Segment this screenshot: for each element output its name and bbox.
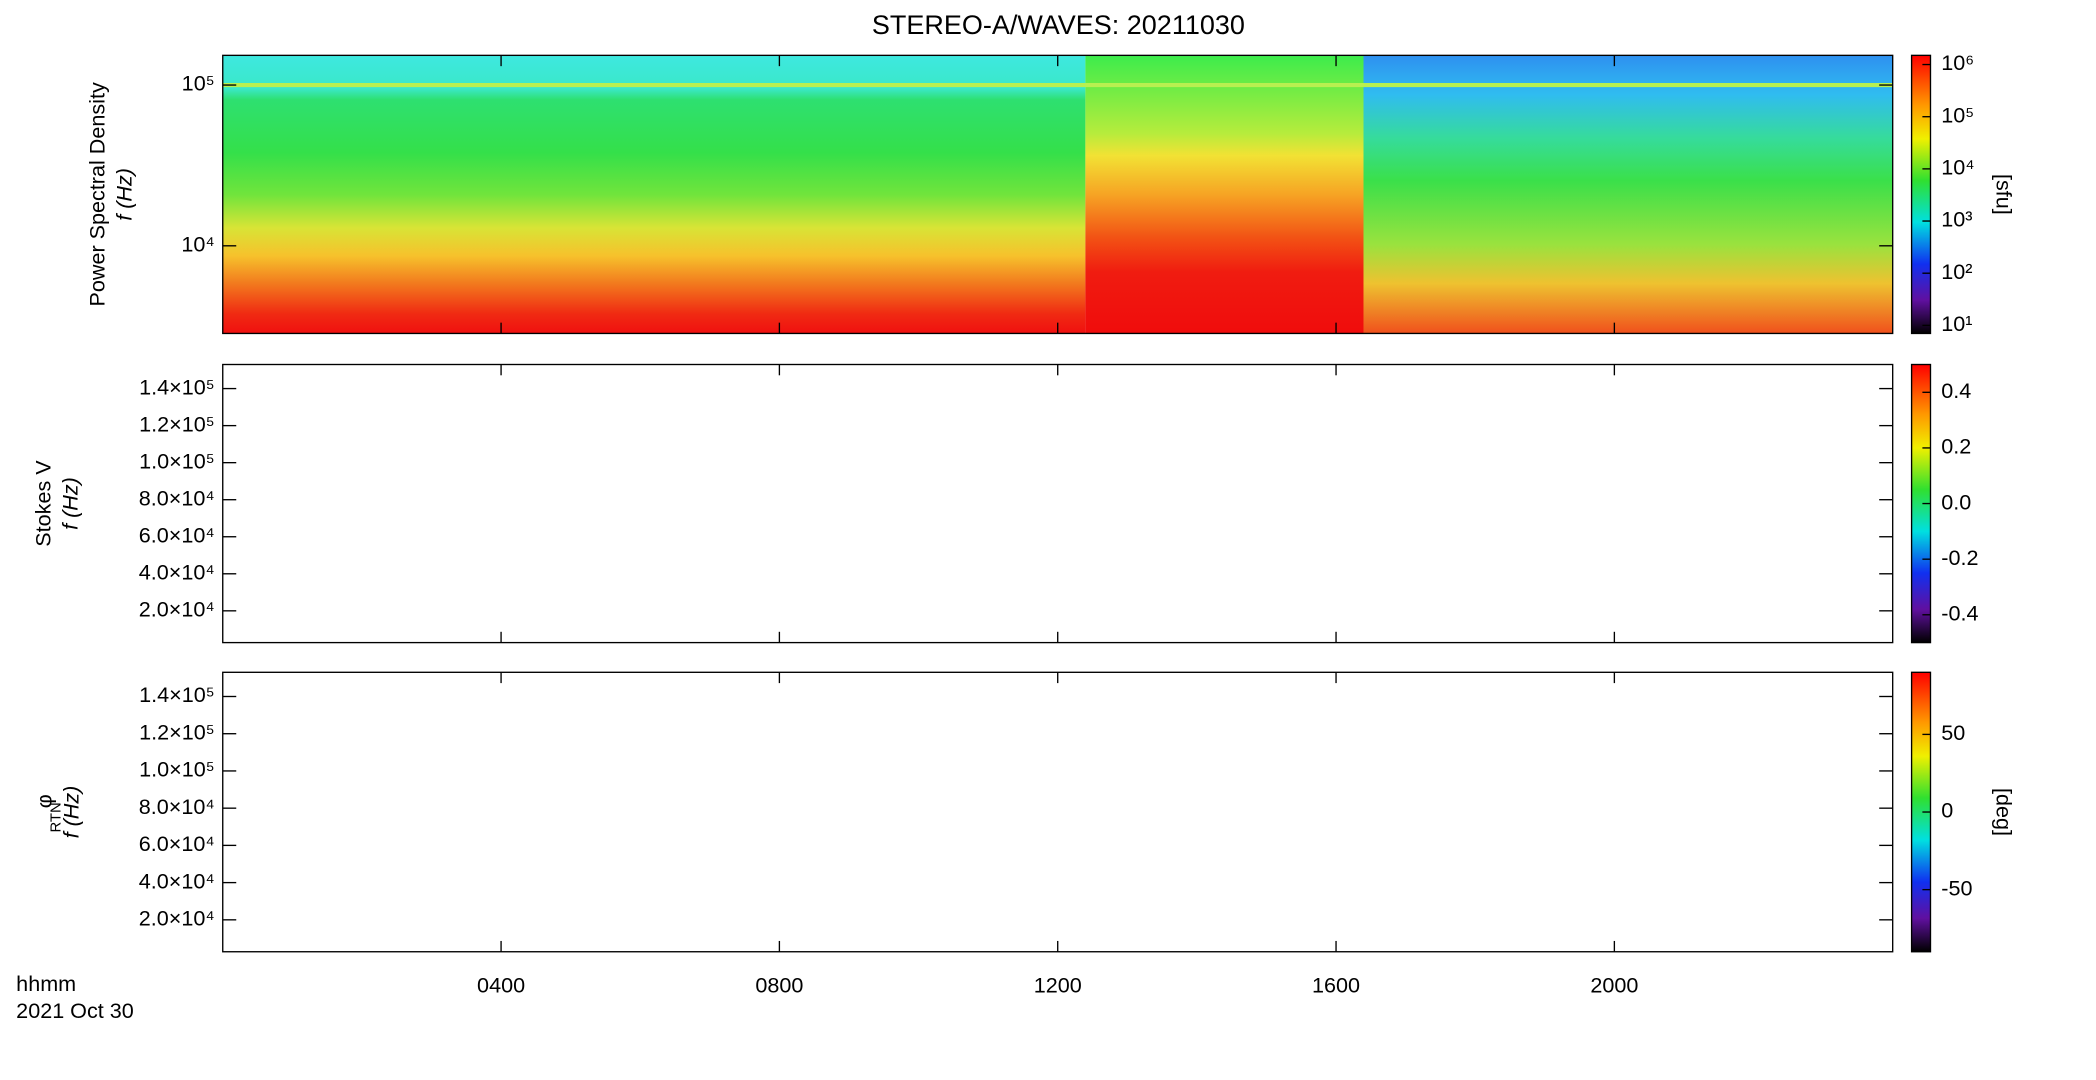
y-axis-label: f (Hz) bbox=[57, 477, 82, 530]
colorbar-tick-label: 10⁴ bbox=[1941, 155, 1974, 180]
y-axis-label: f (Hz) bbox=[59, 786, 84, 839]
y-tick-label: 6.0×10⁴ bbox=[139, 831, 215, 856]
x-tick-label: 2000 bbox=[1590, 973, 1638, 998]
colorbar-tick-label: 10¹ bbox=[1941, 311, 1972, 336]
time-axis-label: hhmm bbox=[16, 971, 76, 996]
y-tick-label: 4.0×10⁴ bbox=[139, 868, 215, 893]
colorbar bbox=[1910, 54, 1932, 335]
y-tick-label: 1.2×10⁵ bbox=[139, 719, 215, 744]
y-axis-label: f (Hz) bbox=[111, 168, 136, 221]
colorbar-tick-label: 0 bbox=[1941, 798, 1953, 823]
chart-title: STEREO-A/WAVES: 20211030 bbox=[872, 10, 1245, 40]
colorbar-tick-label: -0.4 bbox=[1941, 600, 1978, 625]
y-tick-label: 1.4×10⁵ bbox=[139, 374, 215, 399]
x-tick-label: 0400 bbox=[477, 973, 525, 998]
y-tick-label: 8.0×10⁴ bbox=[139, 794, 215, 819]
y-axis-symbol: φ bbox=[32, 794, 57, 808]
colorbar-tick-label: 0.2 bbox=[1941, 434, 1971, 459]
x-tick-label: 0800 bbox=[755, 973, 803, 998]
y-tick-label: 10⁴ bbox=[181, 232, 214, 257]
colorbar-tick-label: 10² bbox=[1941, 259, 1972, 284]
colorbar-tick-label: 10³ bbox=[1941, 207, 1972, 232]
x-tick-label: 1600 bbox=[1312, 973, 1360, 998]
plot-frame bbox=[222, 363, 1894, 644]
colorbar-tick-label: 10⁶ bbox=[1941, 50, 1974, 75]
spectrogram-image bbox=[222, 55, 1893, 334]
colorbar-tick-label: 10⁵ bbox=[1941, 102, 1974, 127]
y-axis-subscript: RTN bbox=[49, 802, 65, 832]
date-label: 2021 Oct 30 bbox=[16, 998, 134, 1023]
y-tick-label: 2.0×10⁴ bbox=[139, 597, 215, 622]
y-tick-label: 1.0×10⁵ bbox=[139, 757, 215, 782]
x-tick-label: 1200 bbox=[1034, 973, 1082, 998]
colorbar-tick-label: -50 bbox=[1941, 875, 1972, 900]
plot-frame bbox=[222, 671, 1894, 953]
colorbar-tick-label: 50 bbox=[1941, 720, 1965, 745]
y-axis-label: Power Spectral Density bbox=[84, 82, 109, 306]
y-tick-label: 6.0×10⁴ bbox=[139, 522, 215, 547]
colorbar-tick-label: 0.0 bbox=[1941, 489, 1971, 514]
colorbar-tick-label: -0.2 bbox=[1941, 545, 1978, 570]
y-tick-label: 1.2×10⁵ bbox=[139, 411, 215, 436]
y-tick-label: 8.0×10⁴ bbox=[139, 485, 215, 510]
y-axis-label: Stokes V bbox=[30, 460, 55, 547]
colorbar-label: [sfu] bbox=[1991, 174, 2016, 215]
y-tick-label: 4.0×10⁴ bbox=[139, 559, 215, 584]
y-tick-label: 1.0×10⁵ bbox=[139, 448, 215, 473]
y-tick-label: 10⁵ bbox=[182, 71, 215, 96]
colorbar-label: [deg] bbox=[1991, 788, 2016, 836]
y-tick-label: 2.0×10⁴ bbox=[139, 906, 215, 931]
colorbar-tick-label: 0.4 bbox=[1941, 378, 1971, 403]
y-tick-label: 1.4×10⁵ bbox=[139, 682, 215, 707]
